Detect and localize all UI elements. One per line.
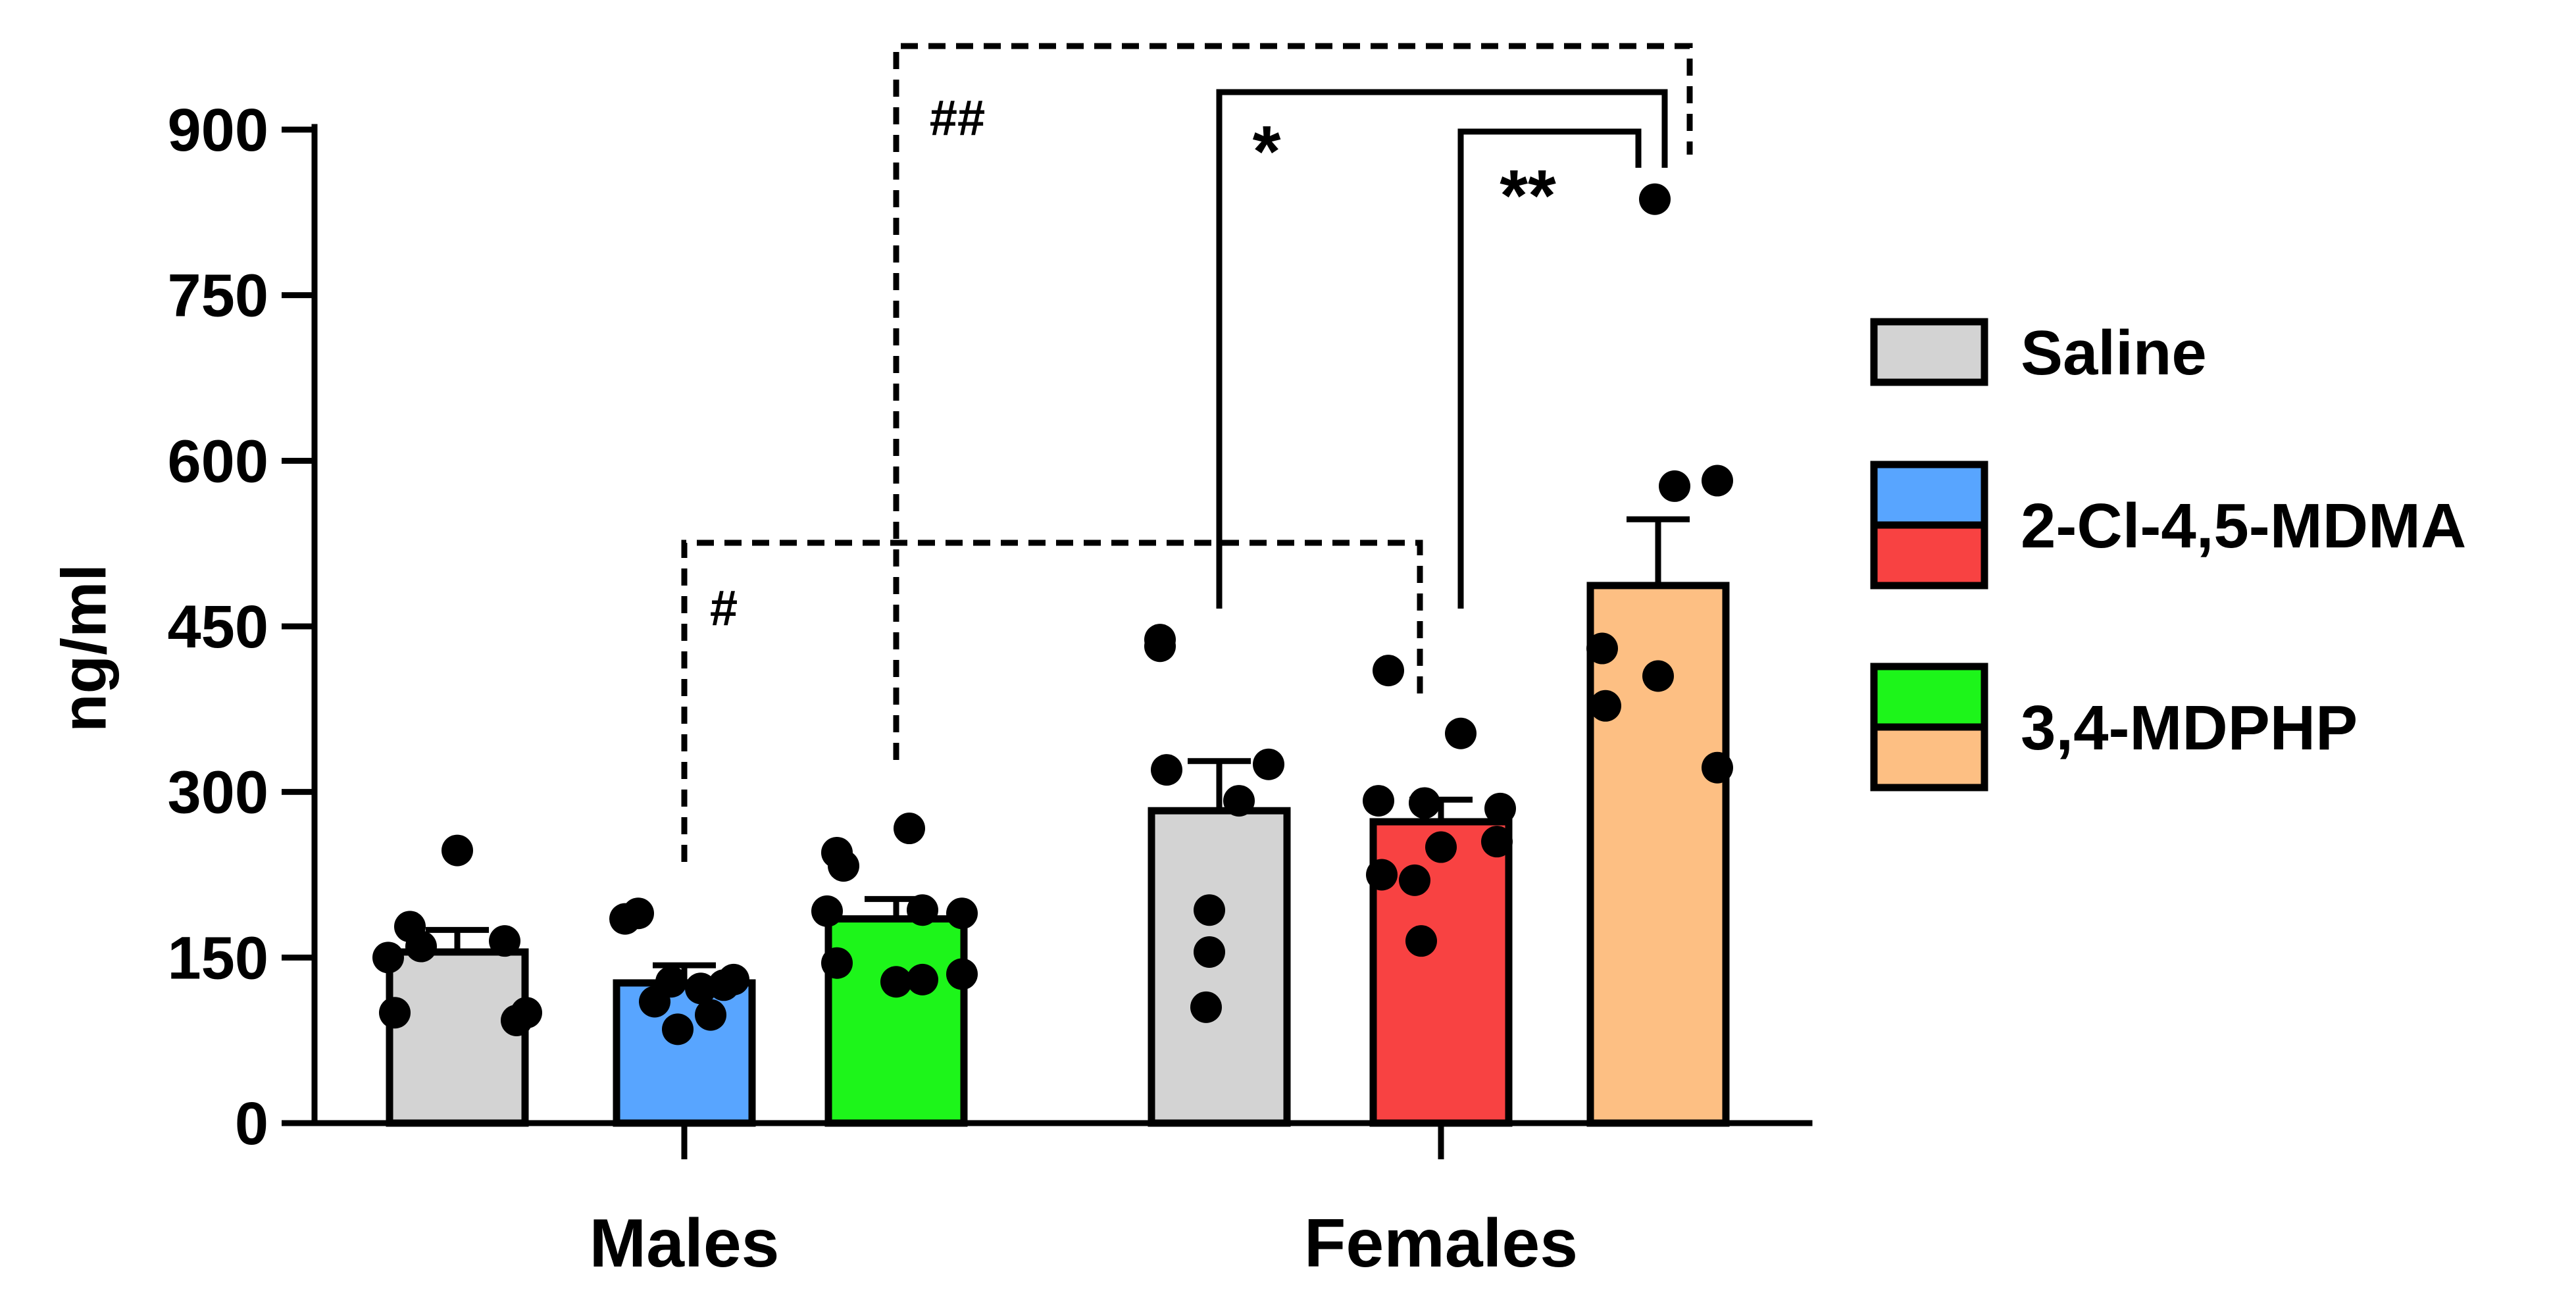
data-point [1702, 465, 1733, 497]
significance-label: ** [1500, 155, 1556, 236]
data-point [489, 925, 520, 957]
legend-swatch-top [1870, 461, 1988, 529]
bracket-hash [681, 540, 1423, 862]
significance-labels: ### *** [710, 90, 1556, 636]
data-point [662, 1013, 694, 1045]
data-point [442, 834, 473, 867]
data-point [1484, 792, 1516, 824]
data-point [1144, 630, 1176, 663]
legend-swatch-top [1870, 663, 1988, 731]
bracket-star [1216, 89, 1668, 609]
y-tick-label: 600 [168, 428, 269, 495]
legend-label: 3,4-MDPHP [2021, 693, 2358, 763]
data-point [1253, 748, 1284, 780]
data-point [1223, 785, 1255, 817]
y-tick-label: 0 [235, 1090, 268, 1157]
data-point [811, 895, 843, 927]
data-point [501, 1004, 532, 1036]
data-point [379, 997, 411, 1029]
significance-label: # [710, 580, 738, 636]
data-point [1151, 754, 1182, 786]
data-point [1445, 717, 1477, 749]
data-point [1590, 690, 1621, 722]
legend-label: Saline [2021, 318, 2207, 388]
data-point [946, 958, 978, 990]
y-axis-title: ng/ml [49, 564, 119, 732]
error-bars [426, 516, 1690, 983]
y-tick-label: 750 [168, 263, 269, 330]
data-point [1194, 894, 1225, 926]
data-point [821, 947, 853, 979]
data-point [372, 942, 404, 974]
data-point [639, 986, 670, 1018]
significance-brackets [681, 43, 1693, 862]
data-point [880, 966, 912, 998]
data-point [1586, 632, 1618, 665]
y-tick-label: 300 [168, 759, 269, 826]
legend-swatch-bottom [1870, 723, 1988, 792]
data-point [1194, 936, 1225, 968]
data-point [907, 894, 938, 926]
data-point [1363, 785, 1394, 817]
data-point [1702, 751, 1733, 784]
bracket-double-hash [893, 43, 1693, 760]
significance-label: ## [930, 90, 986, 146]
bar-males-0 [386, 948, 529, 1127]
y-axis: 0 150 300 450 600 750 900 [168, 97, 318, 1157]
data-point [828, 850, 859, 882]
data-point [1659, 470, 1690, 502]
data-point [1409, 787, 1440, 819]
data-point [708, 969, 740, 1001]
group-label-males: Males [589, 1205, 779, 1282]
legend-swatch [1870, 318, 1988, 386]
y-tick-label: 450 [168, 593, 269, 661]
x-axis: Males Females [311, 1120, 1813, 1282]
data-point [1366, 859, 1398, 891]
data-point [894, 813, 925, 845]
y-tick-label: 900 [168, 97, 269, 164]
significance-label: * [1253, 111, 1281, 192]
legend-label: 2-Cl-4,5-MDMA [2021, 491, 2466, 561]
data-point [1190, 991, 1222, 1023]
data-points [372, 183, 1733, 1045]
bar-males-2 [824, 915, 968, 1127]
bars [386, 582, 1730, 1127]
data-point [1405, 925, 1437, 957]
data-point [1642, 660, 1674, 692]
data-point [685, 972, 717, 1005]
data-point [1639, 183, 1671, 215]
data-point [946, 897, 978, 930]
legend-swatch-bottom [1870, 521, 1988, 590]
bracket-double-star [1457, 128, 1642, 609]
y-tick-label: 150 [168, 924, 269, 992]
data-point [907, 963, 938, 995]
data-point [405, 930, 437, 963]
bar-females-4 [1369, 818, 1513, 1127]
group-label-females: Females [1304, 1205, 1578, 1282]
data-point [1373, 655, 1404, 687]
data-point [609, 903, 641, 935]
legend: Saline 2-Cl-4,5-MDMA 3,4-MDPHP [1870, 318, 2466, 792]
data-point [695, 999, 726, 1031]
data-point [1425, 831, 1457, 863]
data-point [1481, 826, 1513, 858]
data-point [1399, 864, 1430, 896]
bar-males-1 [613, 979, 756, 1127]
bar-females-3 [1148, 807, 1291, 1127]
